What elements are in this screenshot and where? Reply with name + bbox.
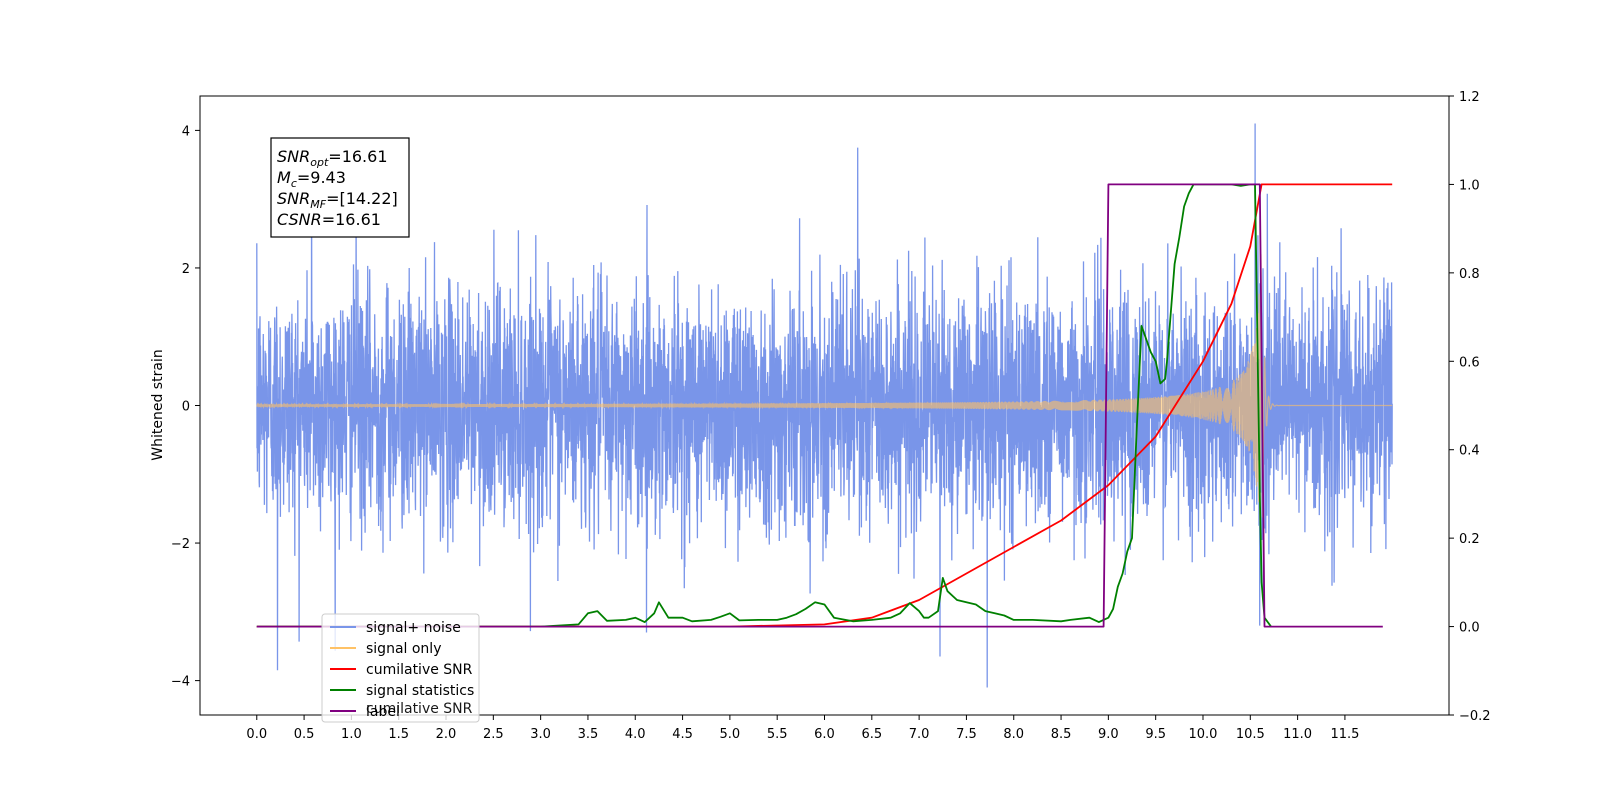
x-tick-label: 0.0 bbox=[246, 727, 267, 742]
legend-label-cumilative-snr: cumilative SNR bbox=[366, 662, 473, 678]
legend-frame bbox=[321, 613, 480, 723]
x-tick-label: 5.5 bbox=[767, 727, 788, 742]
series-signal-statistics-line bbox=[256, 183, 1272, 628]
y-tick-label: 4 bbox=[182, 124, 190, 139]
series-layer bbox=[256, 123, 1393, 688]
y-tick-label: −4 bbox=[171, 675, 190, 690]
x-tick-label: 11.5 bbox=[1330, 727, 1359, 742]
legend-overlap-text: cumilative SNR bbox=[366, 701, 473, 717]
x-tick-label: 4.0 bbox=[625, 727, 646, 742]
legend: cumilative SNR signal+ noise signal only cu… bbox=[321, 613, 480, 723]
x-tick-label: 6.0 bbox=[814, 727, 835, 742]
annotation-line: CSNR=16.61 bbox=[277, 210, 381, 229]
x-axis: 0.0 0.5 1.0 1.5 2.0 2.5 3.0 3.5 4.0 4.5 5.0 5.5 6.0 6… bbox=[246, 715, 1359, 742]
x-tick-label: 8.5 bbox=[1051, 727, 1072, 742]
y-axis-right: −0.2 0.0 0.2 0.4 0.6 0.8 1.0 1.2 bbox=[1449, 90, 1491, 724]
y2-tick-label: 0.8 bbox=[1459, 267, 1480, 282]
x-tick-label: 10.5 bbox=[1236, 727, 1265, 742]
x-tick-label: 2.5 bbox=[483, 727, 504, 742]
y2-tick-label: 0.2 bbox=[1459, 532, 1480, 547]
x-tick-label: 2.0 bbox=[436, 727, 457, 742]
x-tick-label: 7.0 bbox=[909, 727, 930, 742]
y2-tick-label: 0.6 bbox=[1459, 355, 1480, 370]
annotation-box: SNRopt=16.61Mc=9.43SNRMF=[14.22]CSNR=16.… bbox=[270, 137, 410, 238]
x-tick-label: 4.5 bbox=[672, 727, 693, 742]
y2-tick-label: 1.0 bbox=[1459, 178, 1480, 193]
y-axis-label: Whitened strain bbox=[150, 349, 166, 460]
y2-tick-label: 0.4 bbox=[1459, 444, 1480, 459]
legend-label-signal-noise: signal+ noise bbox=[366, 620, 461, 636]
annotation-line: SNRopt=16.61 bbox=[277, 147, 388, 169]
x-tick-label: 5.0 bbox=[720, 727, 741, 742]
x-tick-label: 9.0 bbox=[1098, 727, 1119, 742]
x-tick-label: 3.0 bbox=[530, 727, 551, 742]
annotation-line: Mc=9.43 bbox=[277, 168, 346, 190]
annotation-frame bbox=[270, 137, 410, 238]
series-signal-only-line bbox=[256, 254, 1393, 522]
legend-label-signal-statistics: signal statistics bbox=[366, 683, 474, 699]
y2-tick-label: 1.2 bbox=[1459, 90, 1480, 105]
series-label-line bbox=[256, 183, 1383, 628]
y-axis-left: −4 −2 0 2 4 bbox=[171, 124, 200, 690]
series-signal-noise-line bbox=[256, 123, 1393, 688]
x-tick-label: 1.5 bbox=[388, 727, 409, 742]
x-tick-label: 7.5 bbox=[956, 727, 977, 742]
y2-tick-label: −0.2 bbox=[1459, 709, 1491, 724]
x-tick-label: 10.0 bbox=[1189, 727, 1218, 742]
x-tick-label: 9.5 bbox=[1145, 727, 1166, 742]
x-tick-label: 8.0 bbox=[1003, 727, 1024, 742]
y2-tick-label: 0.0 bbox=[1459, 621, 1480, 636]
x-tick-label: 3.5 bbox=[578, 727, 599, 742]
x-tick-label: 11.0 bbox=[1283, 727, 1312, 742]
legend-label-signal-only: signal only bbox=[366, 641, 441, 657]
y-tick-label: −2 bbox=[171, 537, 190, 552]
y-tick-label: 2 bbox=[182, 262, 190, 277]
legend-label-label: label bbox=[366, 704, 400, 720]
annotation-line: SNRMF=[14.22] bbox=[277, 189, 398, 211]
x-tick-label: 6.5 bbox=[861, 727, 882, 742]
y-tick-label: 0 bbox=[182, 400, 190, 415]
x-tick-label: 1.0 bbox=[341, 727, 362, 742]
x-tick-label: 0.5 bbox=[294, 727, 315, 742]
